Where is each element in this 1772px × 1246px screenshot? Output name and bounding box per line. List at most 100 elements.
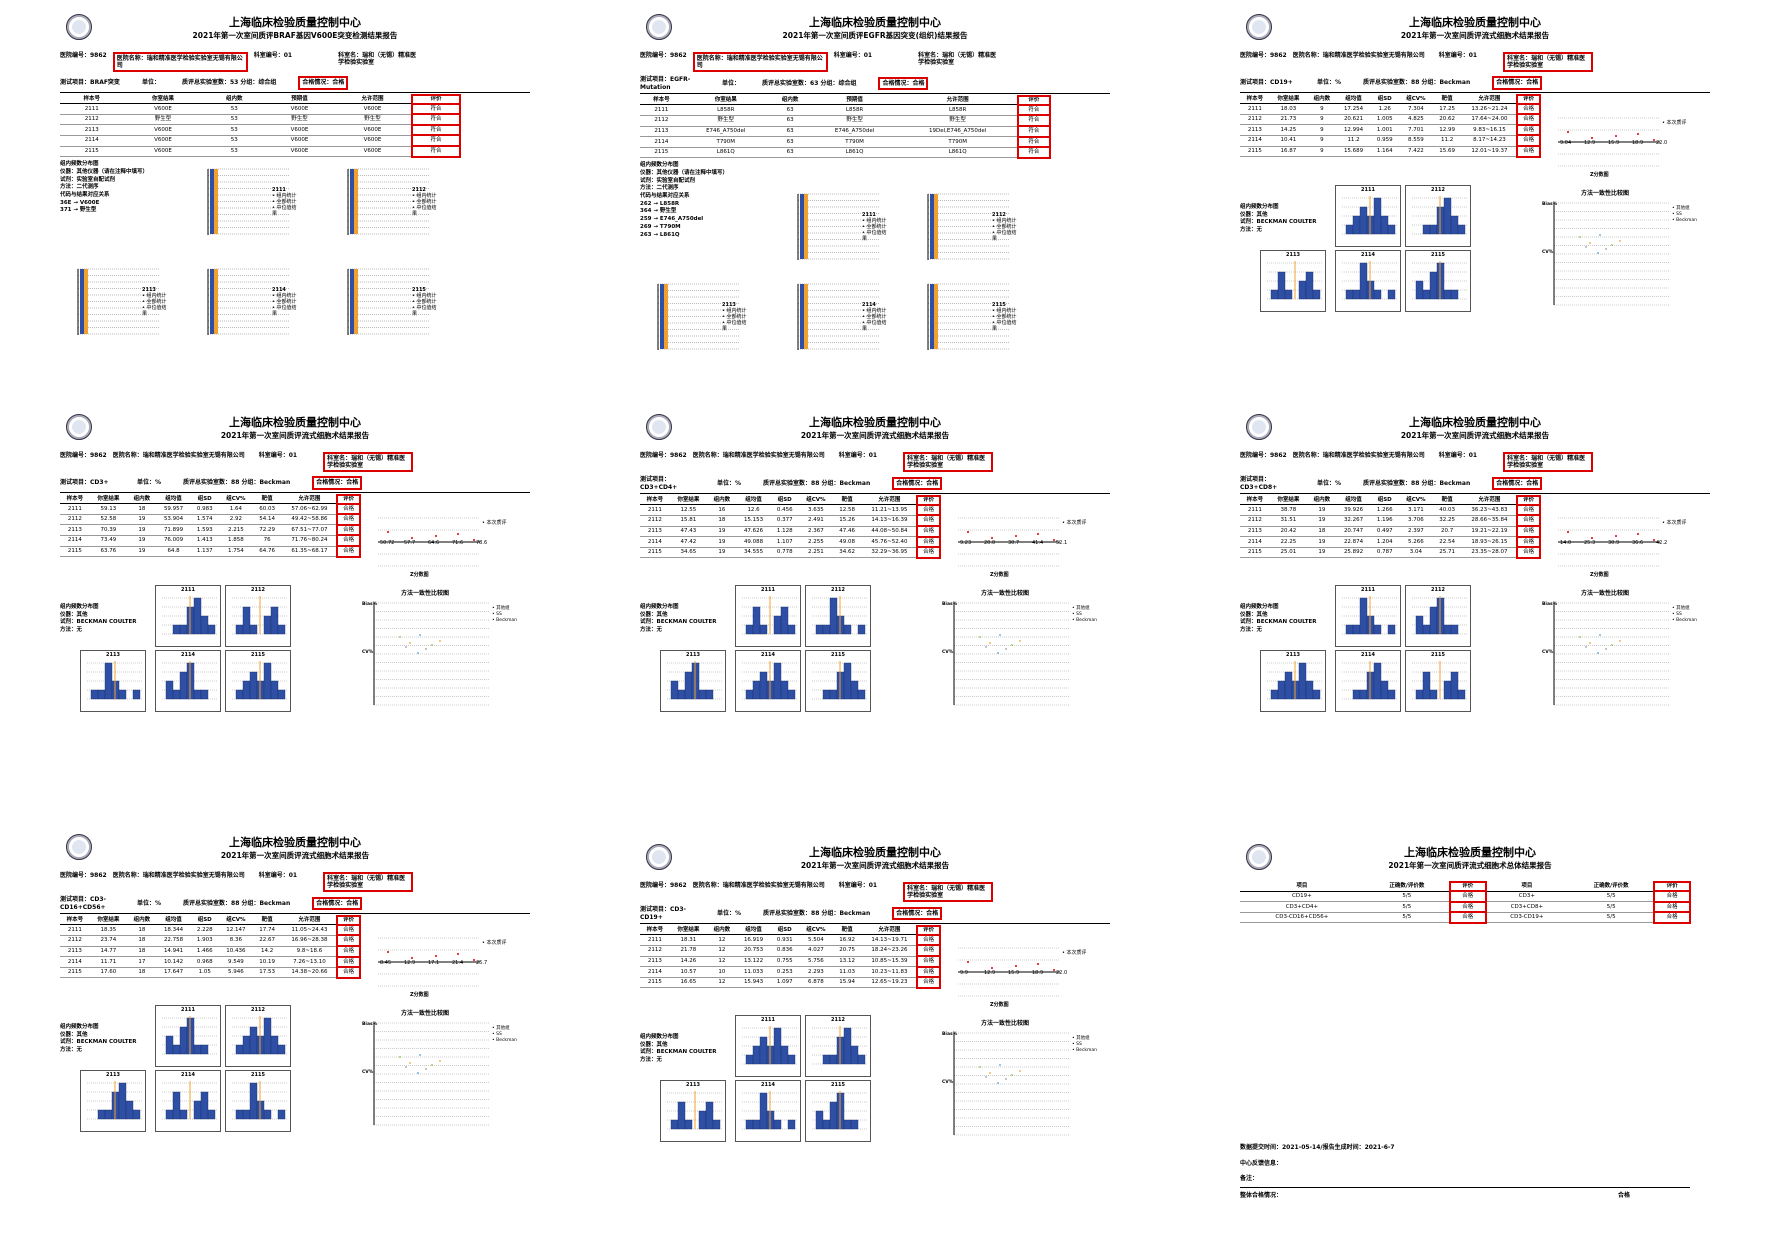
hist-bar [1305, 271, 1314, 300]
compare-axis-label: Bias% [362, 1021, 378, 1027]
histogram-title: 2112 [1431, 587, 1445, 593]
table-cell: 符合 [410, 102, 462, 116]
note-line: 组内频数分布图 [1240, 204, 1279, 210]
hist-bar [829, 689, 838, 700]
report-flow-r4: 上海临床检验质量控制中心 2021年第一次室间质评流式细胞术结果报告 医院编号：9… [60, 410, 530, 790]
table-cell: 合格 [336, 502, 361, 516]
compare-point [425, 648, 427, 651]
note-line: 试剂：BECKMAN COULTER [1240, 619, 1317, 626]
bar-all [214, 269, 218, 334]
compare-title: 方法一致性比较图 [980, 1020, 1029, 1027]
note-line: 仪器：其他仪器（请在注释中填写） [640, 170, 729, 176]
table-cell: 16.87 [1269, 146, 1307, 158]
histogram-2114: 2114 [1335, 650, 1401, 712]
z-tick: 12.9 [404, 960, 415, 966]
compare-point [1605, 248, 1607, 251]
table-row: 2111 18.31 12 16.919 0.931 5.504 16.92 14.13~19… [640, 933, 941, 947]
notes: 组内频数分布图 仪器：其他 试剂：BECKMAN COULTER 方法：无 [1240, 604, 1317, 635]
hist-bar [698, 689, 707, 700]
histogram-2113: 2113 [80, 650, 146, 712]
table-cell: 18.24~23.26 [861, 945, 918, 957]
histogram-title: 2115 [831, 652, 845, 658]
table-cell: CD3+CD4+ [1240, 901, 1364, 913]
z-tick: 50.72 [380, 540, 394, 546]
hist-bar [277, 624, 286, 635]
col-header: 组均值 [156, 494, 191, 505]
hist-bar [1415, 615, 1424, 635]
pass-status: 合格情况：合格 [1492, 476, 1543, 491]
hist-bar [1415, 689, 1424, 700]
table-cell: CD3-CD16+CD56+ [1240, 912, 1364, 924]
table-cell: 16 [706, 504, 737, 516]
table-cell: 70.39 [89, 524, 127, 536]
hist-bar [1373, 289, 1382, 300]
hist-bar [1429, 689, 1438, 700]
table-cell: L861Q [811, 147, 898, 159]
table-cell: 8.559 [1399, 135, 1433, 147]
compare-point [1605, 648, 1607, 651]
compare-point [1589, 242, 1591, 245]
z-tick: 25.7 [476, 960, 487, 966]
lab-name: 医院名称：瑞和精准医学检验实验室无锡有限公司 [1292, 452, 1425, 459]
notes: 组内频数分布图 仪器：其他 试剂：BECKMAN COULTER 方法：无 [60, 604, 137, 635]
table-row: 2114 47.42 19 49.088 1.107 2.255 49.08 45.76~52… [640, 535, 941, 549]
z-tick: 22.0 [1656, 140, 1667, 146]
table-cell: 53 [202, 146, 266, 158]
note-line: 试剂：实验室自配试剂 [60, 176, 116, 183]
table-cell: 12.58 [832, 504, 862, 516]
table-cell: 14.2 [252, 946, 282, 958]
compare-legend: • Beckman [1072, 617, 1097, 623]
hist-bar [822, 1054, 831, 1065]
note-line: 263 → L861Q [640, 231, 680, 238]
hist-bar [1429, 224, 1438, 235]
table-cell: 21.73 [1269, 114, 1307, 126]
compare-axis-label: CV% [942, 1079, 954, 1085]
table-cell: 25.892 [1336, 547, 1371, 559]
hist-bar [780, 1045, 789, 1065]
hist-bar [249, 1082, 258, 1120]
table-cell: 10.57 [669, 966, 707, 978]
z-score-plot: 14.0 25.3 30.9 36.6 42.2 Z分数图 • 本次质评 [1550, 510, 1700, 580]
hist-bar [815, 624, 824, 635]
table-cell: 符合 [410, 145, 462, 158]
col-header: 组均值 [736, 925, 771, 936]
col-header: 允许范围 [281, 494, 338, 505]
table-cell: 34.555 [736, 547, 771, 559]
hist-bar [165, 680, 174, 700]
table-cell: 11.2 [1432, 135, 1462, 147]
z-tick: 20.0 [984, 540, 995, 546]
table-cell: V600E [266, 135, 333, 147]
z-tick: 64.6 [428, 540, 439, 546]
histogram-title: 2111 [761, 587, 775, 593]
z-point [387, 951, 389, 953]
col-header: 评价 [1516, 93, 1541, 105]
col-header: 组CV% [1399, 94, 1433, 105]
table-cell: 15.26 [832, 515, 862, 527]
table-cell: 76.009 [156, 535, 191, 547]
hist-bar [132, 1109, 141, 1120]
col-header: 正确数/评价数 [1363, 882, 1450, 892]
legend-item: • 中位值结果 [272, 205, 297, 217]
test-item: 测试项目：CD3+ [60, 479, 109, 487]
z-tick: 57.7 [404, 540, 415, 546]
histogram-title: 2112 [251, 1007, 265, 1013]
hist-bar [235, 624, 244, 635]
hist-bar [1457, 224, 1466, 235]
table-cell: 7.304 [1399, 103, 1433, 115]
hist-bar [1359, 597, 1368, 635]
compare-point [1011, 1074, 1013, 1077]
table-row: 2112 23.74 18 22.758 1.903 8.36 22.67 16.96~28.… [60, 934, 361, 947]
table-cell: 2.228 [190, 924, 220, 936]
table-cell: 5/5 [1568, 901, 1655, 913]
z-title: Z分数图 [410, 991, 429, 998]
col-header: 你室结果 [1269, 495, 1307, 506]
legend-item: • 全部统计 [862, 314, 887, 320]
center-logo-icon [1246, 14, 1272, 40]
hist-bar [207, 624, 216, 635]
table-cell: 17.647 [156, 967, 191, 979]
dept-name: 科室名：瑞和（无锡）精准医学检验实验室 [338, 52, 417, 67]
histogram-title: 2114 [181, 1072, 195, 1078]
histogram-title: 2112 [831, 587, 845, 593]
table-cell: 39.926 [1336, 504, 1371, 516]
table-cell: 34.65 [669, 547, 707, 559]
